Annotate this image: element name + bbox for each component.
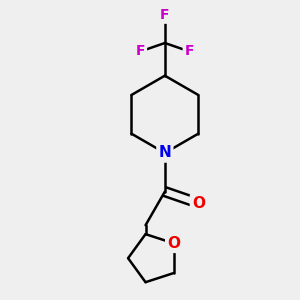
Text: O: O	[192, 196, 205, 211]
Text: O: O	[167, 236, 180, 251]
Text: F: F	[136, 44, 145, 58]
Text: N: N	[158, 146, 171, 160]
Text: F: F	[185, 44, 194, 58]
Text: F: F	[160, 8, 170, 22]
